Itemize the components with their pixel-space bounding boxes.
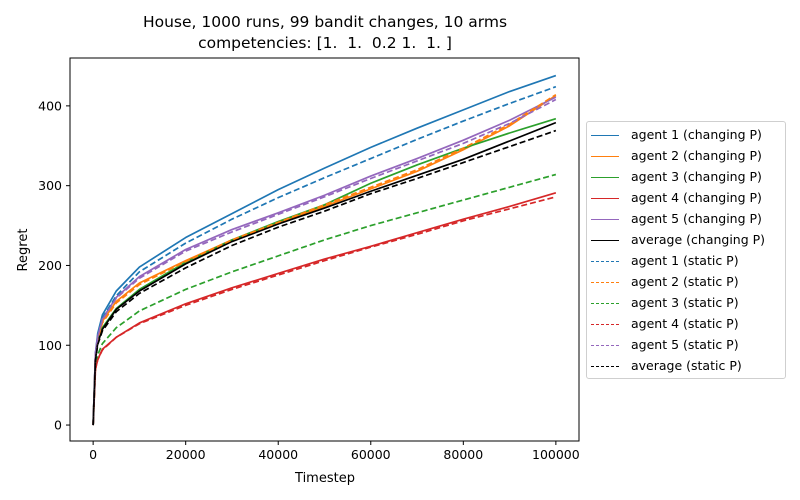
legend-item: agent 5 (static P) — [587, 335, 787, 356]
legend-swatch — [591, 240, 619, 241]
legend-item: agent 4 (static P) — [587, 314, 787, 335]
legend-swatch — [591, 198, 619, 199]
legend-swatch — [591, 219, 619, 220]
series-line-agent-4-static-p — [92, 196, 557, 426]
y-tick-label: 0 — [54, 418, 62, 433]
y-tick-label: 400 — [38, 98, 62, 113]
legend-item: agent 1 (changing P) — [587, 125, 787, 146]
legend-label: agent 3 (static P) — [631, 295, 739, 310]
legend-swatch — [591, 282, 619, 283]
chart-title: House, 1000 runs, 99 bandit changes, 10 … — [142, 13, 508, 31]
plot-frame — [69, 57, 580, 442]
plot-area — [92, 74, 557, 426]
legend-swatch — [591, 303, 619, 304]
x-tick-label: 100000 — [532, 447, 580, 462]
series-line-agent-1-changing-p — [92, 74, 557, 426]
legend-item: agent 2 (static P) — [587, 272, 787, 293]
legend-swatch — [591, 135, 619, 136]
legend-swatch — [591, 324, 619, 325]
legend-swatch — [591, 261, 619, 262]
x-tick-label: 0 — [89, 447, 97, 462]
legend-item: average (changing P) — [587, 230, 787, 251]
legend-label: agent 1 (static P) — [631, 253, 739, 268]
legend-label: agent 4 (changing P) — [631, 190, 762, 205]
legend-item: agent 1 (static P) — [587, 251, 787, 272]
legend-label: agent 2 (static P) — [631, 274, 739, 289]
legend-label: agent 5 (static P) — [631, 337, 739, 352]
series-line-agent-5-static-p — [92, 98, 557, 426]
legend-item: average (static P) — [587, 356, 787, 377]
x-tick-label: 40000 — [258, 447, 298, 462]
legend-label: agent 2 (changing P) — [631, 148, 762, 163]
legend-label: agent 3 (changing P) — [631, 169, 762, 184]
legend-item: agent 3 (static P) — [587, 293, 787, 314]
legend-label: average (static P) — [631, 358, 742, 373]
legend-swatch — [591, 156, 619, 157]
legend-item: agent 2 (changing P) — [587, 146, 787, 167]
y-axis-label: Regret — [16, 229, 31, 272]
legend-label: agent 5 (changing P) — [631, 211, 762, 226]
x-tick-label: 80000 — [443, 447, 483, 462]
series-line-agent-3-static-p — [92, 173, 557, 426]
x-tick-label: 60000 — [351, 447, 391, 462]
y-tick-label: 100 — [38, 338, 62, 353]
legend-label: agent 4 (static P) — [631, 316, 739, 331]
legend-item: agent 5 (changing P) — [587, 209, 787, 230]
x-tick-label: 20000 — [166, 447, 206, 462]
legend-item: agent 3 (changing P) — [587, 167, 787, 188]
legend-label: agent 1 (changing P) — [631, 127, 762, 142]
axes: 0 20000 40000 60000 80000 100000 0 100 200 300 400 — [38, 57, 580, 462]
y-tick-label: 300 — [38, 178, 62, 193]
legend-label: average (changing P) — [631, 232, 766, 247]
series-line-average-static-p — [92, 129, 557, 426]
legend-swatch — [591, 177, 619, 178]
legend: agent 1 (changing P) agent 2 (changing P)… — [586, 121, 786, 379]
y-tick-label: 200 — [38, 258, 62, 273]
chart-subtitle: competencies: [1. 1. 0.2 1. 1. ] — [198, 34, 452, 52]
x-axis-label: Timestep — [294, 471, 355, 486]
series-line-agent-4-changing-p — [92, 192, 557, 426]
series-line-average-changing-p — [92, 121, 557, 426]
legend-swatch — [591, 345, 619, 346]
legend-item: agent 4 (changing P) — [587, 188, 787, 209]
legend-swatch — [591, 366, 619, 367]
